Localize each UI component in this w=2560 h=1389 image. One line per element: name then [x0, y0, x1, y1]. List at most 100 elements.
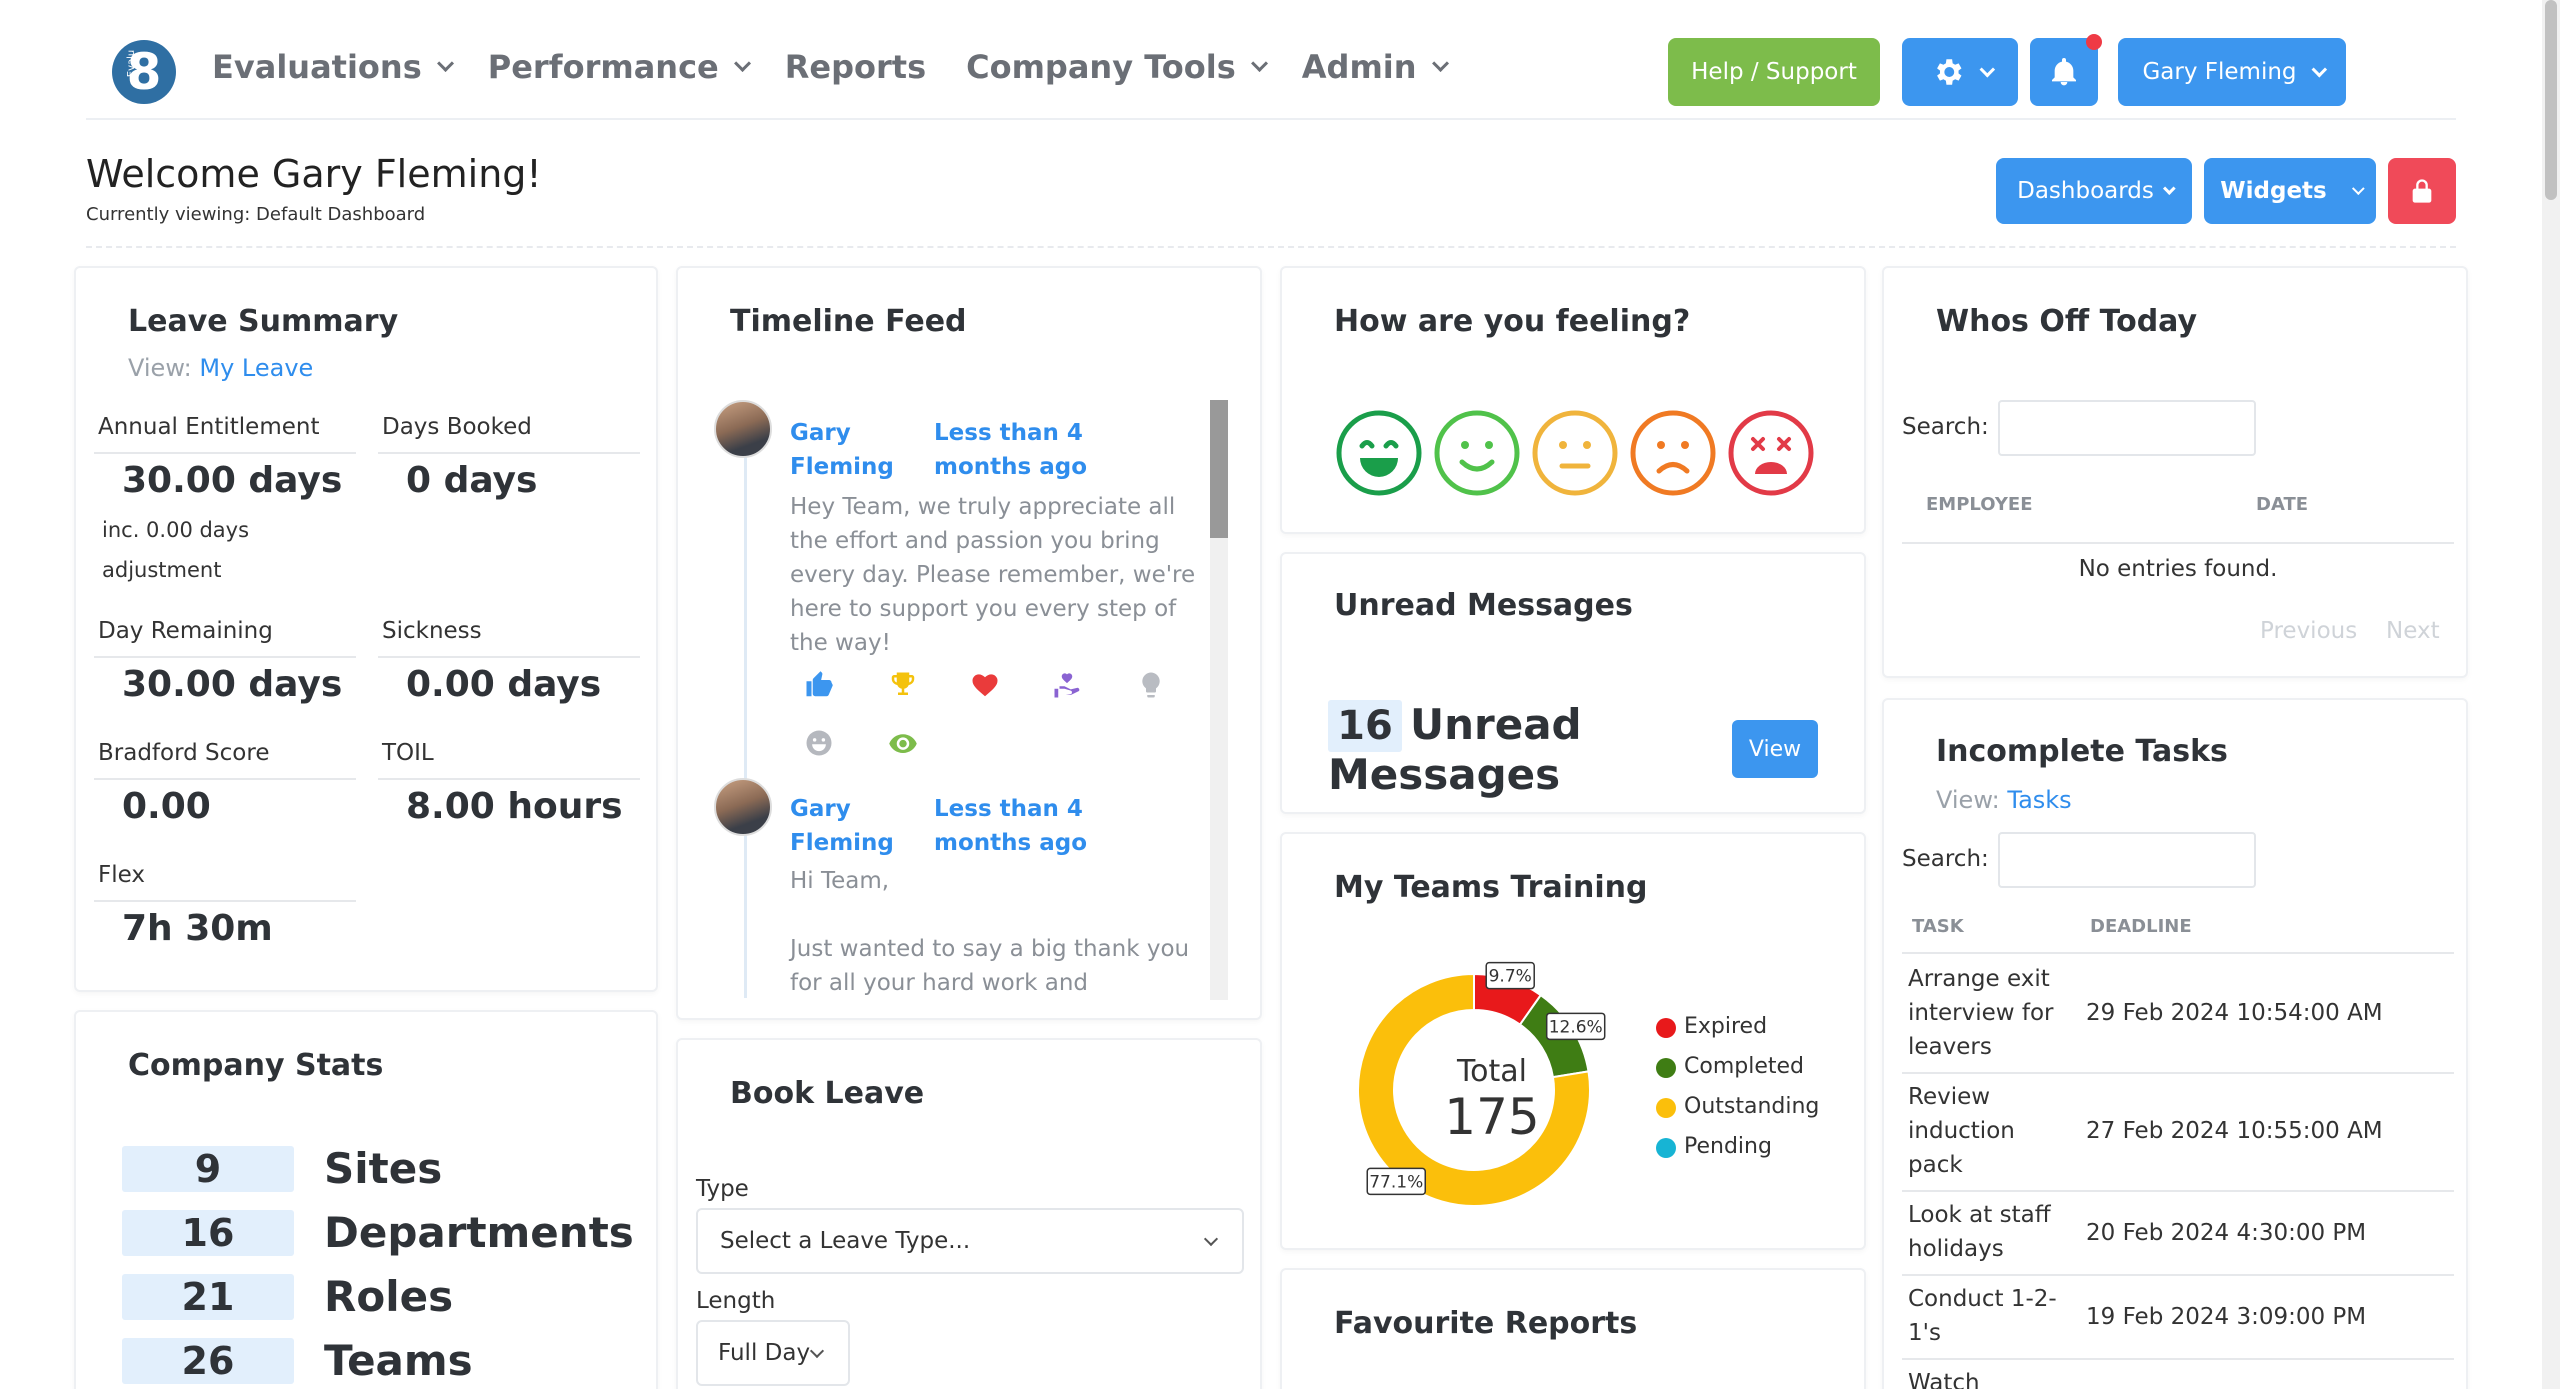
- post-time: Less than 4 months ago: [934, 796, 1087, 856]
- header-divider: [86, 246, 2456, 248]
- thumbs-up-icon[interactable]: [804, 670, 834, 708]
- donut-label-completed: 12.6%: [1545, 1012, 1606, 1041]
- avatar[interactable]: [714, 778, 772, 836]
- nav-performance[interactable]: Performance: [488, 48, 751, 86]
- happy-face-icon[interactable]: [1434, 410, 1520, 496]
- card-title: Company Stats: [128, 1048, 384, 1083]
- chevron-down-icon: [733, 54, 751, 72]
- chevron-down-icon: [1250, 54, 1268, 72]
- legend-completed[interactable]: Completed: [1684, 1054, 1804, 1079]
- annual-entitlement-value: 30.00 days: [122, 460, 343, 501]
- timeline-scrollbar[interactable]: [1210, 400, 1228, 1000]
- widgets-button[interactable]: Widgets: [2204, 158, 2376, 224]
- evalu8-logo[interactable]: Evalu 8: [112, 40, 176, 104]
- helping-hand-icon[interactable]: [1052, 670, 1082, 708]
- previous-page-button[interactable]: Previous: [2260, 618, 2358, 644]
- training-donut-chart: 9.7% 12.6% 77.1%: [1357, 961, 1606, 1207]
- book-leave-card: Book Leave Type Select a Leave Type... L…: [676, 1038, 1262, 1389]
- stat-departments-label: Departments: [324, 1208, 634, 1257]
- post-author[interactable]: Gary Fleming: [790, 796, 894, 856]
- empty-table-message: No entries found.: [2078, 556, 2278, 582]
- card-title: Timeline Feed: [730, 304, 967, 339]
- nav-reports[interactable]: Reports: [784, 48, 927, 86]
- main-nav: Evaluations Performance Reports Company …: [212, 48, 1483, 86]
- page-title: Welcome Gary Fleming!: [86, 152, 542, 196]
- logo-text: Evalu: [126, 49, 138, 78]
- view-tasks: View: Tasks: [1936, 786, 2072, 814]
- dashboards-button[interactable]: Dashboards: [1996, 158, 2192, 224]
- legend-expired-dot: [1656, 1018, 1676, 1038]
- post-time: Less than 4 months ago: [934, 420, 1087, 480]
- next-page-button[interactable]: Next: [2386, 618, 2440, 644]
- feeling-card: How are you feeling?: [1280, 266, 1866, 534]
- unread-count: 16: [1328, 700, 1402, 752]
- task-name[interactable]: Arrange exit interview for leavers: [1908, 966, 2054, 1060]
- task-name[interactable]: Look at staff holidays: [1908, 1202, 2051, 1262]
- lock-icon: [2412, 179, 2432, 203]
- chevron-down-icon: [1979, 61, 1995, 77]
- chevron-down-icon: [2311, 61, 2327, 77]
- donut-total-label: Total: [1456, 1054, 1528, 1089]
- col-deadline[interactable]: DEADLINE: [2090, 916, 2192, 937]
- toil-value: 8.00 hours: [406, 786, 623, 827]
- leave-length-select[interactable]: Full Day: [696, 1320, 850, 1386]
- legend-pending[interactable]: Pending: [1684, 1134, 1772, 1159]
- task-name[interactable]: Conduct 1-2- 1's: [1908, 1286, 2057, 1346]
- task-deadline: 20 Feb 2024 4:30:00 PM: [2086, 1220, 2367, 1246]
- top-navbar: Evalu 8 Evaluations Performance Reports …: [86, 0, 2456, 120]
- nav-company-tools[interactable]: Company Tools: [966, 48, 1268, 86]
- stat-sites-count: 9: [122, 1146, 294, 1192]
- page-scroll-thumb[interactable]: [2545, 0, 2557, 200]
- svg-text:77.1%: 77.1%: [1369, 1172, 1423, 1192]
- eye-icon[interactable]: [886, 728, 920, 766]
- task-name[interactable]: Review induction pack: [1908, 1084, 2015, 1178]
- post-text: Just wanted to say a big thank you for a…: [790, 936, 1190, 996]
- my-leave-link[interactable]: My Leave: [199, 354, 314, 382]
- legend-outstanding-dot: [1656, 1098, 1676, 1118]
- tasks-link[interactable]: Tasks: [2007, 786, 2072, 814]
- legend-outstanding[interactable]: Outstanding: [1684, 1094, 1820, 1119]
- gear-icon: [1936, 59, 1961, 85]
- avatar[interactable]: [714, 400, 772, 458]
- tasks-search-input[interactable]: [1998, 832, 2256, 888]
- very-sad-face-icon[interactable]: [1728, 410, 1814, 496]
- chevron-down-icon: [2351, 181, 2365, 195]
- svg-text:9.7%: 9.7%: [1489, 967, 1532, 987]
- neutral-face-icon[interactable]: [1532, 410, 1618, 496]
- trophy-icon[interactable]: [888, 670, 918, 708]
- nav-admin[interactable]: Admin: [1302, 48, 1449, 86]
- settings-button[interactable]: [1902, 38, 2018, 106]
- lightbulb-icon[interactable]: [1136, 670, 1166, 708]
- col-task[interactable]: TASK: [1912, 916, 1964, 937]
- donut-slice-outstanding[interactable]: [1357, 972, 1591, 1207]
- card-title: Whos Off Today: [1936, 304, 2198, 339]
- heart-icon[interactable]: [970, 670, 1000, 708]
- whos-off-search-input[interactable]: [1998, 400, 2256, 456]
- leave-type-select[interactable]: Select a Leave Type...: [696, 1208, 1244, 1274]
- help-support-button[interactable]: Help / Support: [1668, 38, 1880, 106]
- task-name[interactable]: Watch: [1908, 1370, 1980, 1389]
- legend-expired[interactable]: Expired: [1684, 1014, 1768, 1039]
- col-date[interactable]: DATE: [2256, 494, 2309, 515]
- col-employee[interactable]: EMPLOYEE: [1926, 494, 2033, 515]
- days-remaining-value: 30.00 days: [122, 664, 343, 705]
- grin-icon[interactable]: [804, 728, 834, 766]
- sad-face-icon[interactable]: [1630, 410, 1716, 496]
- very-happy-face-icon[interactable]: [1336, 410, 1422, 496]
- stat-teams-count: 26: [122, 1338, 294, 1384]
- timeline-scroll-thumb[interactable]: [1210, 400, 1228, 538]
- post-author[interactable]: Gary Fleming: [790, 420, 894, 480]
- view-messages-button[interactable]: View: [1732, 720, 1818, 778]
- lock-dashboard-button[interactable]: [2388, 158, 2456, 224]
- user-menu-button[interactable]: Gary Fleming: [2118, 38, 2346, 106]
- stat-roles-count: 21: [122, 1274, 294, 1320]
- chevron-down-icon: [809, 1343, 825, 1359]
- unread-label-line1: Unread: [1410, 700, 1582, 749]
- card-title: Book Leave: [730, 1076, 925, 1111]
- page-scrollbar[interactable]: [2542, 0, 2560, 1389]
- notifications-button[interactable]: [2030, 34, 2102, 106]
- stat-departments-count: 16: [122, 1210, 294, 1256]
- legend-completed-dot: [1656, 1058, 1676, 1078]
- nav-evaluations[interactable]: Evaluations: [212, 48, 454, 86]
- chevron-down-icon: [436, 54, 454, 72]
